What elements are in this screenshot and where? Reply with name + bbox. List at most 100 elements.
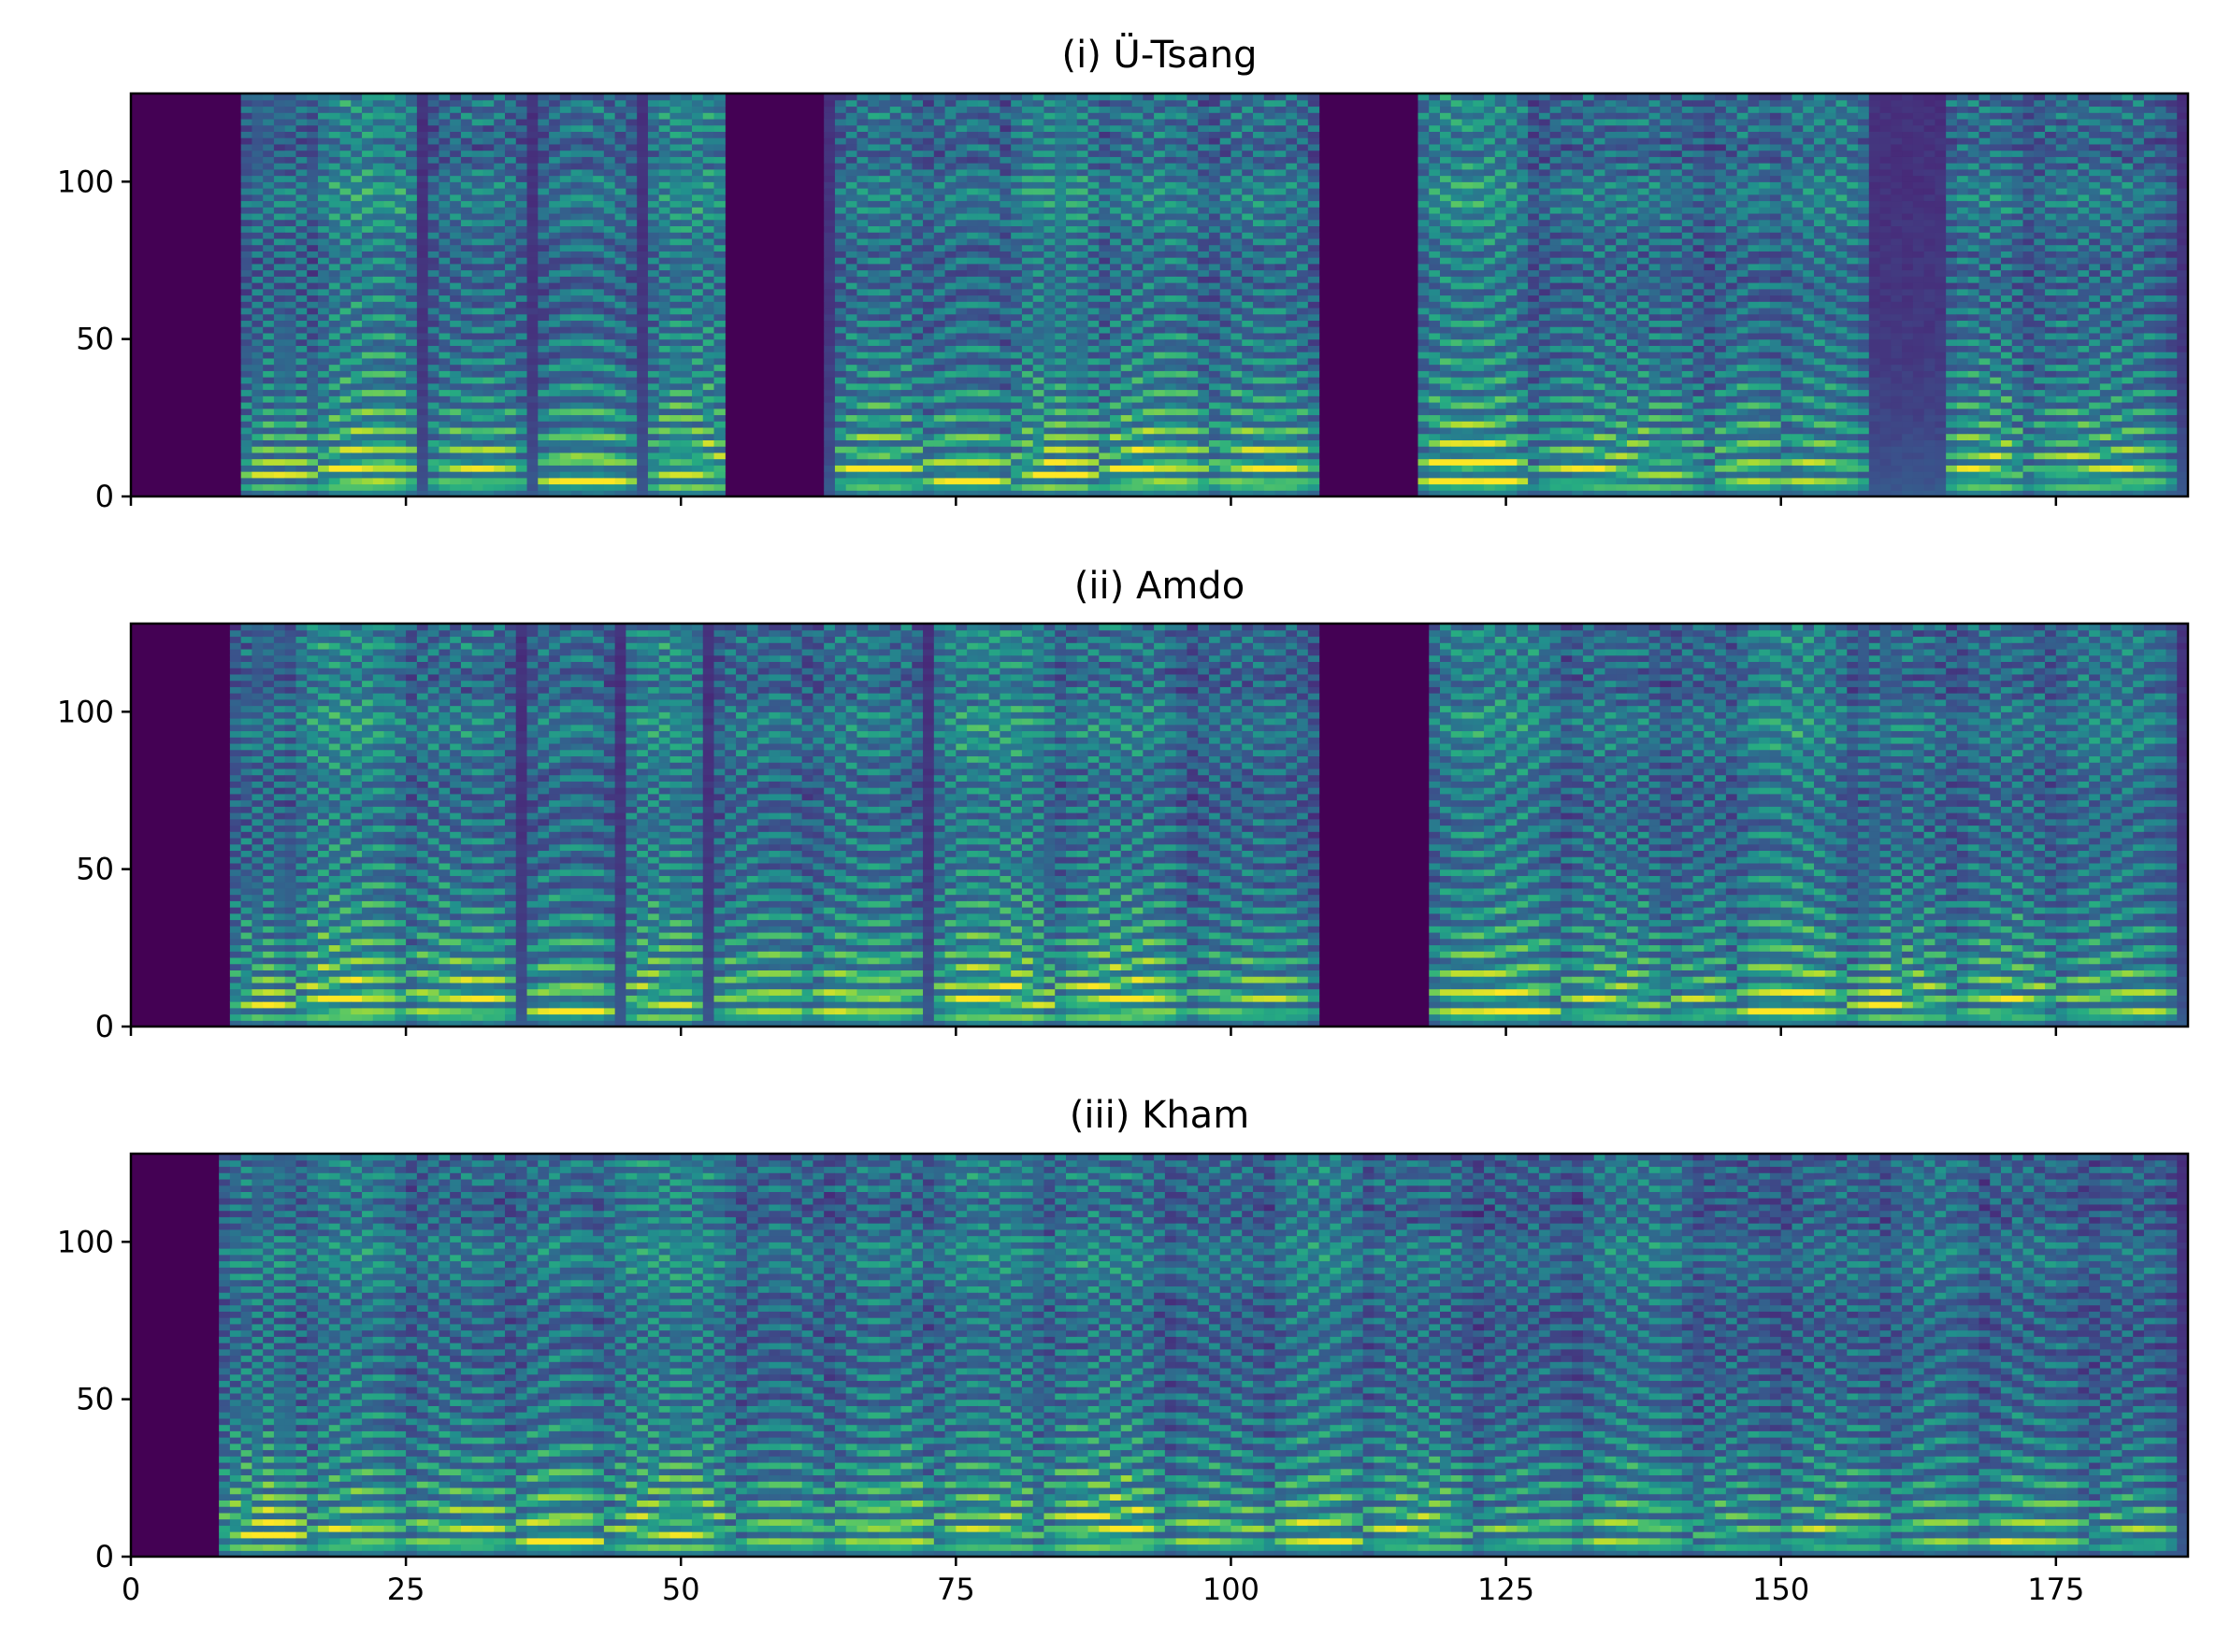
spectrogram-cell	[933, 124, 946, 132]
spectrogram-cell	[1000, 377, 1012, 384]
spectrogram-cell	[845, 282, 858, 290]
spectrogram-cell	[1187, 156, 1199, 164]
spectrogram-cell	[1011, 143, 1023, 151]
spectrogram-cell	[372, 301, 385, 309]
spectrogram-cell	[559, 377, 572, 384]
spectrogram-cell	[1187, 225, 1199, 233]
spectrogram-cell	[395, 326, 407, 334]
spectrogram-cell	[362, 118, 374, 126]
spectrogram-cell	[1043, 124, 1056, 132]
spectrogram-cell	[240, 352, 253, 359]
spectrogram-cell	[681, 421, 693, 428]
spectrogram-cell	[1076, 118, 1089, 126]
spectrogram-cell	[912, 143, 924, 151]
spectrogram-cell	[1032, 244, 1045, 251]
spectrogram-cell	[977, 421, 990, 428]
spectrogram-cell	[273, 313, 286, 322]
spectrogram-cell	[549, 426, 561, 435]
spectrogram-cell	[647, 175, 660, 182]
spectrogram-cell	[879, 483, 891, 491]
spectrogram-cell	[406, 188, 418, 195]
spectrogram-cell	[647, 225, 660, 233]
spectrogram-cell	[1076, 326, 1089, 334]
spectrogram-cell	[383, 401, 396, 409]
spectrogram-cell	[252, 163, 264, 170]
spectrogram-cell	[1055, 370, 1067, 378]
spectrogram-cell	[559, 244, 572, 251]
spectrogram-cell	[240, 263, 253, 271]
spectrogram-cell	[1055, 326, 1067, 334]
spectrogram-cell	[526, 194, 539, 202]
spectrogram-cell	[658, 490, 671, 497]
spectrogram-cell	[1110, 490, 1122, 497]
spectrogram-cell	[362, 320, 374, 327]
spectrogram-cell	[450, 168, 462, 177]
spectrogram-cell	[956, 181, 968, 189]
spectrogram-cell	[845, 345, 858, 352]
spectrogram-cell	[1032, 458, 1045, 466]
spectrogram-cell	[824, 338, 836, 346]
spectrogram-cell	[526, 370, 539, 378]
spectrogram-cell	[570, 131, 583, 138]
spectrogram-cell	[439, 276, 451, 283]
spectrogram-cell	[1066, 446, 1078, 453]
spectrogram-cell	[912, 471, 924, 479]
spectrogram-cell	[1099, 219, 1111, 227]
spectrogram-cell	[263, 181, 275, 189]
spectrogram-cell	[834, 257, 847, 265]
spectrogram-cell	[900, 282, 913, 290]
spectrogram-cell	[1021, 326, 1034, 334]
spectrogram-cell	[1076, 237, 1089, 246]
spectrogram-cell	[967, 137, 979, 145]
spectrogram-cell	[1120, 112, 1133, 120]
spectrogram-cell	[1110, 200, 1122, 208]
spectrogram-cell	[845, 382, 858, 391]
spectrogram-cell	[362, 352, 374, 359]
spectrogram-cell	[1154, 263, 1166, 271]
spectrogram-cell	[1076, 269, 1089, 277]
spectrogram-cell	[559, 131, 572, 138]
spectrogram-cell	[1164, 446, 1177, 453]
spectrogram-cell	[889, 352, 902, 359]
spectrogram-cell	[1000, 131, 1012, 138]
spectrogram-cell	[977, 465, 990, 472]
spectrogram-cell	[1055, 168, 1067, 177]
spectrogram-cell	[1066, 168, 1078, 177]
spectrogram-cell	[460, 244, 473, 251]
spectrogram-cell	[450, 307, 462, 315]
spectrogram-cell	[1021, 181, 1034, 189]
spectrogram-cell	[295, 150, 308, 157]
spectrogram-cell	[900, 131, 913, 138]
spectrogram-cell	[395, 433, 407, 440]
spectrogram-cell	[240, 307, 253, 315]
spectrogram-cell	[614, 483, 627, 491]
spectrogram-cell	[450, 395, 462, 403]
spectrogram-cell	[603, 326, 616, 334]
spectrogram-cell	[582, 112, 594, 120]
spectrogram-cell	[328, 194, 341, 202]
spectrogram-cell	[845, 225, 858, 233]
spectrogram-cell	[1110, 446, 1122, 453]
spectrogram-cell	[526, 452, 539, 460]
spectrogram-cell	[526, 200, 539, 208]
spectrogram-cell	[856, 313, 869, 322]
spectrogram-cell	[614, 389, 627, 396]
spectrogram-cell	[912, 163, 924, 170]
spectrogram-cell	[637, 219, 649, 227]
spectrogram-cell	[515, 452, 528, 460]
spectrogram-cell	[1175, 288, 1188, 296]
spectrogram-cell	[889, 338, 902, 346]
spectrogram-cell	[1110, 352, 1122, 359]
spectrogram-cell	[637, 288, 649, 296]
spectrogram-cell	[879, 168, 891, 177]
spectrogram-cell	[494, 194, 506, 202]
spectrogram-cell	[318, 352, 330, 359]
spectrogram-cell	[1087, 194, 1100, 202]
spectrogram-cell	[1164, 326, 1177, 334]
spectrogram-cell	[1011, 352, 1023, 359]
spectrogram-cell	[692, 251, 704, 258]
spectrogram-cell	[988, 288, 1001, 296]
spectrogram-cell	[351, 439, 363, 447]
spectrogram-cell	[658, 458, 671, 466]
spectrogram-cell	[856, 118, 869, 126]
